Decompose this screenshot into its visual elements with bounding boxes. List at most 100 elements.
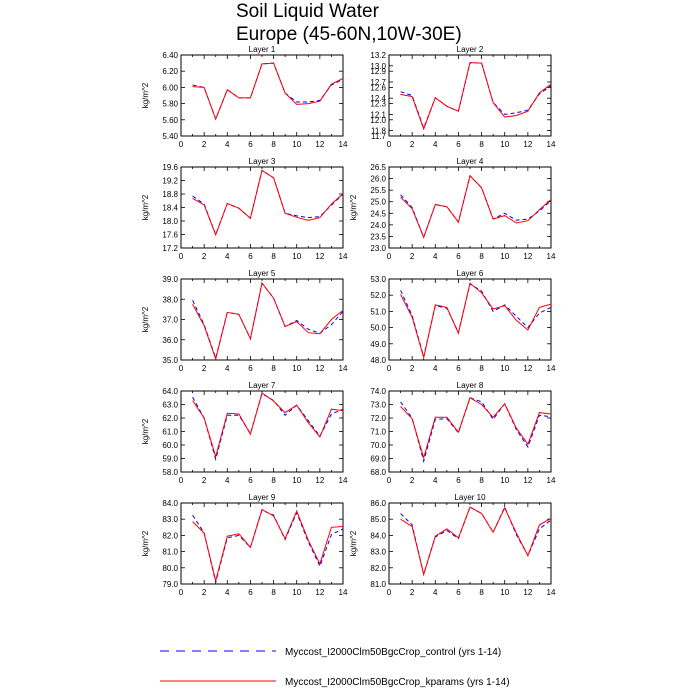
y-tick-label: 18.4 (162, 204, 178, 213)
x-tick-label: 12 (523, 252, 532, 261)
x-tick-label: 4 (433, 476, 438, 485)
panel-layer-10: Layer 10 0 2 4 6 8 10 12 14 81.0 82.0 83.0 84.0 85.0 8… (349, 493, 556, 597)
y-tick-label: 83.0 (162, 515, 178, 524)
x-tick-label: 6 (456, 252, 461, 261)
y-tick-label: 73.0 (370, 401, 386, 410)
y-tick-label: 12.0 (370, 116, 386, 125)
y-tick-label: 85.0 (370, 515, 386, 524)
y-tick-label: 48.0 (370, 356, 386, 365)
y-tick-label: 11.7 (371, 132, 387, 141)
panel-layer-2: Layer 20 2 4 6 8 10 12 1411.711.812.012.112.312… (370, 45, 556, 149)
x-tick-label: 6 (248, 252, 253, 261)
y-axis-label: kg/m^2 (141, 82, 150, 108)
y-tick-label: 12.6 (370, 83, 386, 92)
y-tick-label: 19.2 (162, 177, 178, 186)
x-tick-label: 0 (387, 140, 392, 149)
panel-title: Layer 8 (457, 381, 484, 390)
x-tick-label: 10 (292, 140, 301, 149)
y-tick-label: 71.0 (370, 428, 386, 437)
y-tick-label: 39.0 (162, 275, 178, 284)
series-kparams-line (400, 282, 552, 358)
x-tick-label: 6 (456, 588, 461, 597)
y-axis-label: kg/m^2 (141, 306, 150, 332)
y-tick-label: 18.0 (162, 217, 178, 226)
x-tick-label: 4 (433, 140, 438, 149)
y-tick-label: 5.40 (162, 132, 178, 141)
plot-frame (180, 390, 344, 473)
panel-layer-3: Layer 3 0 2 4 6 8 10 12 14 17.2 17.6 18.0 18.4 18.8 19… (141, 157, 348, 261)
panel-title: Layer 6 (457, 269, 484, 278)
x-tick-label: 2 (410, 140, 415, 149)
x-tick-label: 12 (315, 476, 324, 485)
x-tick-label: 10 (500, 364, 509, 373)
panel-title: Layer 5 (249, 269, 276, 278)
y-tick-label: 26.0 (370, 175, 386, 184)
y-tick-label: 6.20 (162, 67, 178, 76)
y-tick-label: 62.0 (162, 414, 178, 423)
y-tick-label: 24.5 (370, 209, 386, 218)
x-tick-label: 12 (523, 476, 532, 485)
plot-frame (388, 502, 552, 585)
x-tick-label: 2 (202, 364, 207, 373)
panel-title: Layer 7 (249, 381, 276, 390)
x-tick-label: 10 (292, 588, 301, 597)
panel-title: Layer 2 (457, 45, 484, 54)
y-tick-label: 23.0 (370, 244, 386, 253)
y-tick-label: 37.0 (162, 316, 178, 325)
series-kparams-line (192, 392, 344, 459)
series-kparams-line (400, 506, 552, 577)
y-tick-label: 19.6 (162, 163, 178, 172)
y-tick-label: 12.4 (370, 94, 386, 103)
figure-title-line2: Europe (45-60N,10W-30E) (236, 24, 462, 45)
y-tick-label: 60.0 (162, 441, 178, 450)
x-tick-label: 0 (387, 588, 392, 597)
series-kparams-line (400, 62, 552, 131)
x-tick-label: 6 (248, 140, 253, 149)
series-kparams-line (400, 397, 552, 460)
y-tick-label: 82.0 (370, 564, 386, 573)
y-tick-label: 5.60 (162, 116, 178, 125)
y-tick-label: 17.6 (162, 231, 178, 240)
panel-layer-4: Layer 4 0 2 4 6 8 10 12 14 23.0 23.5 24.0 24.5 25.0 25… (349, 157, 556, 261)
x-tick-label: 2 (410, 588, 415, 597)
x-tick-label: 8 (479, 588, 484, 597)
y-tick-label: 80.0 (162, 564, 178, 573)
y-tick-label: 69.0 (370, 455, 386, 464)
y-tick-label: 12.9 (370, 67, 386, 76)
y-tick-label: 24.0 (370, 221, 386, 230)
y-tick-label: 70.0 (370, 441, 386, 450)
x-tick-label: 8 (271, 364, 276, 373)
x-tick-label: 12 (315, 252, 324, 261)
x-tick-label: 14 (339, 364, 348, 373)
x-tick-label: 14 (547, 252, 556, 261)
x-tick-label: 0 (179, 588, 184, 597)
y-tick-label: 23.5 (370, 232, 386, 241)
series-control-line (400, 174, 552, 239)
series-kparams-line (192, 62, 344, 121)
y-tick-label: 12.7 (370, 78, 386, 87)
x-tick-label: 12 (315, 140, 324, 149)
x-tick-label: 10 (292, 252, 301, 261)
y-tick-label: 72.0 (370, 414, 386, 423)
x-tick-label: 8 (479, 252, 484, 261)
series-control-line (192, 62, 344, 121)
plot-frame (388, 166, 552, 249)
y-tick-label: 81.0 (162, 548, 178, 557)
x-tick-label: 8 (271, 588, 276, 597)
y-tick-label: 38.0 (162, 295, 178, 304)
panel-title: Layer 9 (249, 493, 276, 502)
x-tick-label: 4 (225, 364, 230, 373)
x-tick-label: 14 (339, 140, 348, 149)
y-axis-label: kg/m^2 (141, 194, 150, 220)
series-control-line (192, 392, 344, 462)
x-tick-label: 10 (500, 588, 509, 597)
x-tick-label: 6 (248, 364, 253, 373)
x-tick-label: 0 (179, 364, 184, 373)
x-tick-label: 2 (410, 476, 415, 485)
y-tick-label: 13.0 (370, 62, 386, 71)
x-tick-label: 6 (456, 476, 461, 485)
plot-frame (180, 502, 344, 585)
x-tick-label: 10 (292, 364, 301, 373)
y-tick-label: 84.0 (370, 531, 386, 540)
